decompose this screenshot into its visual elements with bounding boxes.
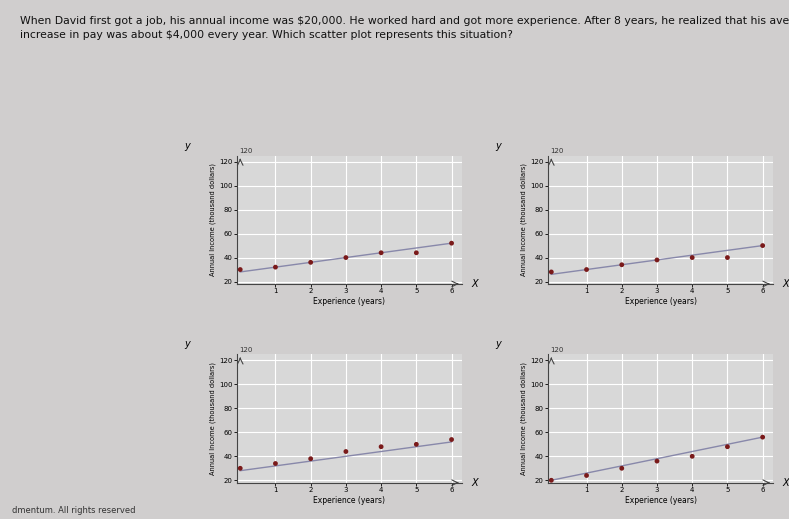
Point [445, 239, 458, 248]
Point [269, 263, 282, 271]
Point [234, 464, 246, 472]
Point [375, 249, 387, 257]
Point [375, 443, 387, 451]
Text: y: y [495, 141, 501, 151]
Text: 120: 120 [239, 347, 252, 353]
X-axis label: Experience (years): Experience (years) [625, 297, 697, 306]
Point [545, 476, 558, 484]
Text: dmentum. All rights reserved: dmentum. All rights reserved [12, 506, 136, 515]
Point [234, 265, 246, 274]
Point [651, 256, 664, 264]
Text: y: y [495, 339, 501, 349]
Text: 120: 120 [550, 148, 563, 155]
X-axis label: Experience (years): Experience (years) [313, 297, 385, 306]
Point [410, 440, 423, 448]
Point [721, 253, 734, 262]
Point [305, 258, 317, 266]
Y-axis label: Annual Income (thousand dollars): Annual Income (thousand dollars) [521, 362, 527, 475]
Point [339, 253, 352, 262]
Point [305, 455, 317, 463]
Point [545, 268, 558, 276]
Point [580, 265, 593, 274]
Text: 120: 120 [239, 148, 252, 155]
Text: X: X [782, 279, 789, 289]
Y-axis label: Annual Income (thousand dollars): Annual Income (thousand dollars) [210, 163, 216, 276]
Point [445, 435, 458, 444]
Text: X: X [471, 279, 478, 289]
Point [339, 447, 352, 456]
Text: 120: 120 [550, 347, 563, 353]
Point [410, 249, 423, 257]
X-axis label: Experience (years): Experience (years) [313, 496, 385, 504]
Point [686, 253, 698, 262]
Y-axis label: Annual Income (thousand dollars): Annual Income (thousand dollars) [210, 362, 216, 475]
Point [721, 443, 734, 451]
Point [686, 452, 698, 460]
X-axis label: Experience (years): Experience (years) [625, 496, 697, 504]
Text: When David first got a job, his annual income was $20,000. He worked hard and go: When David first got a job, his annual i… [20, 16, 789, 39]
Point [651, 457, 664, 465]
Point [615, 464, 628, 472]
Text: X: X [782, 477, 789, 488]
Y-axis label: Annual Income (thousand dollars): Annual Income (thousand dollars) [521, 163, 527, 276]
Point [757, 433, 769, 441]
Text: X: X [471, 477, 478, 488]
Text: y: y [184, 141, 190, 151]
Point [269, 459, 282, 468]
Text: y: y [184, 339, 190, 349]
Point [757, 241, 769, 250]
Point [580, 471, 593, 480]
Point [615, 261, 628, 269]
